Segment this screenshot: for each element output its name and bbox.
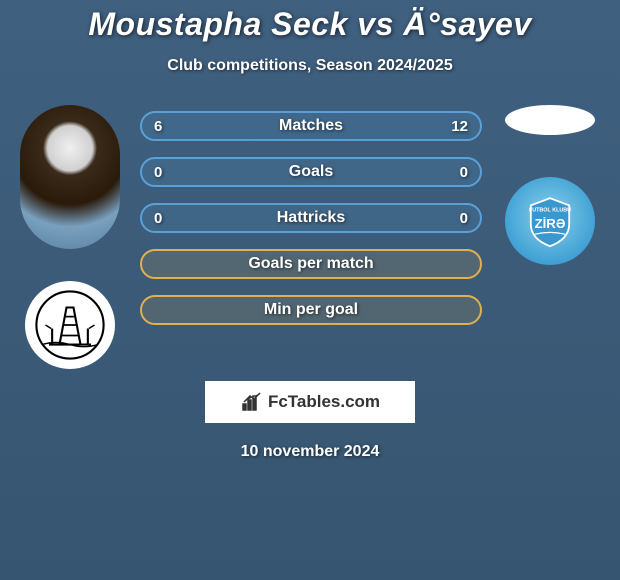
footer-logo: FcTables.com <box>205 381 415 423</box>
footer-logo-text: FcTables.com <box>268 392 380 412</box>
chart-icon <box>240 390 264 414</box>
stat-row-hattricks: 0 Hattricks 0 <box>140 203 482 233</box>
club-left-logo <box>25 281 115 369</box>
player-left-column <box>10 105 130 369</box>
stat-row-matches: 6 Matches 12 <box>140 111 482 141</box>
stat-row-goals-per-match: Goals per match <box>140 249 482 279</box>
comparison-card: Moustapha Seck vs Ä°sayev Club competiti… <box>0 0 620 461</box>
stat-label: Hattricks <box>277 209 345 227</box>
club-right-logo: FUTBOL KLUBU ZİRƏ <box>505 177 595 265</box>
stat-left-value: 0 <box>154 210 162 227</box>
stat-row-min-per-goal: Min per goal <box>140 295 482 325</box>
stat-label: Min per goal <box>264 301 358 319</box>
player-right-avatar <box>505 105 595 135</box>
player-right-column: FUTBOL KLUBU ZİRƏ <box>490 105 610 265</box>
zira-shield-icon: FUTBOL KLUBU ZİRƏ <box>520 191 580 251</box>
svg-text:ZİRƏ: ZİRƏ <box>535 216 566 231</box>
main-area: FUTBOL KLUBU ZİRƏ 6 Matches 12 0 Goals 0… <box>0 111 620 325</box>
avatar-placeholder-icon <box>20 105 120 249</box>
stat-left-value: 0 <box>154 164 162 181</box>
subtitle: Club competitions, Season 2024/2025 <box>0 57 620 75</box>
oil-derrick-icon <box>35 290 105 360</box>
stat-right-value: 0 <box>460 164 468 181</box>
stat-label: Goals per match <box>248 255 373 273</box>
stat-row-goals: 0 Goals 0 <box>140 157 482 187</box>
stat-label: Goals <box>289 163 333 181</box>
footer-date: 10 november 2024 <box>0 443 620 461</box>
page-title: Moustapha Seck vs Ä°sayev <box>0 6 620 43</box>
svg-text:FUTBOL KLUBU: FUTBOL KLUBU <box>529 207 571 213</box>
stat-right-value: 0 <box>460 210 468 227</box>
stat-left-value: 6 <box>154 118 162 135</box>
player-left-avatar <box>20 105 120 249</box>
stat-label: Matches <box>279 117 343 135</box>
stats-list: 6 Matches 12 0 Goals 0 0 Hattricks 0 Goa… <box>140 111 482 325</box>
stat-right-value: 12 <box>451 118 468 135</box>
